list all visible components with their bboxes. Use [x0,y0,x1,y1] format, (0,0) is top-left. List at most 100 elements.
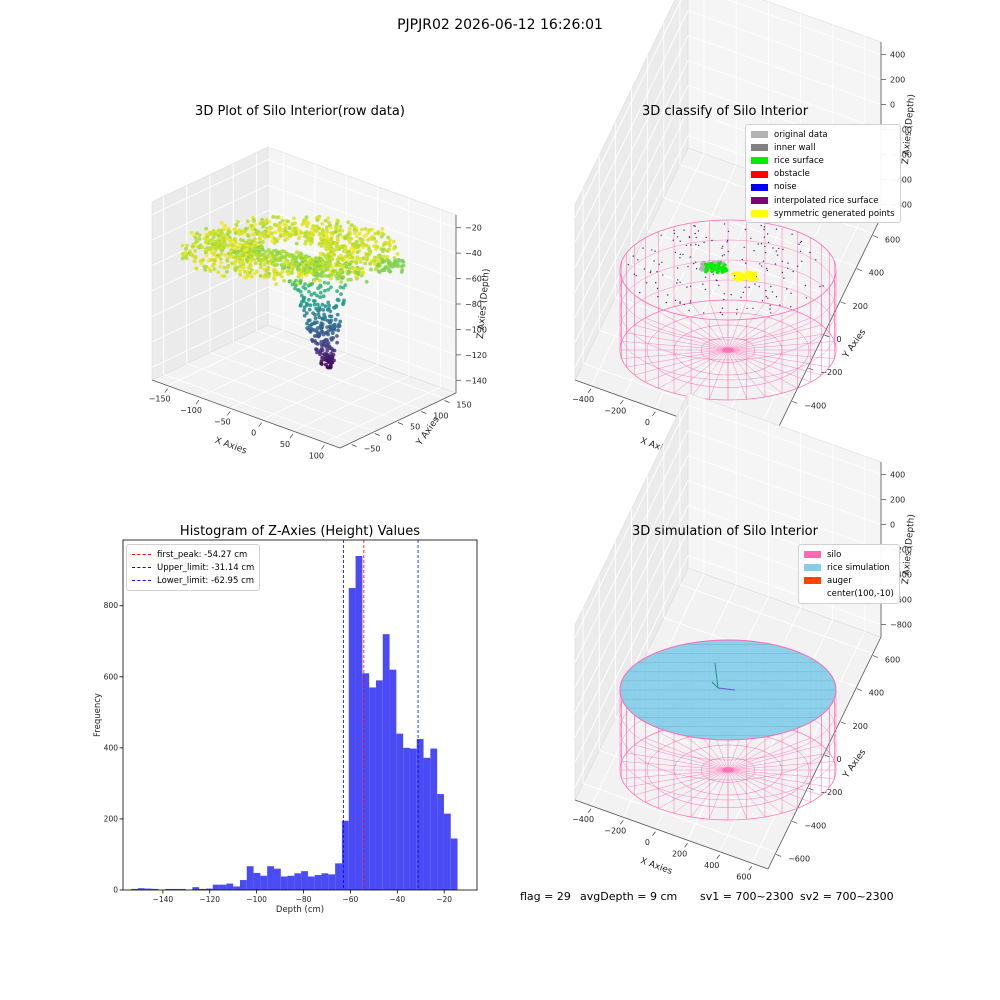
classify-interpolated-point [656,287,659,290]
raw-data-point [304,273,309,278]
raw-data-point [388,269,393,274]
histogram-x-axis-label: Depth (cm) [276,905,324,915]
raw-data-point [336,298,341,303]
classify-interpolated-point [693,262,695,265]
raw-data-point [373,262,377,266]
raw-data-point [385,249,390,253]
raw-data-point [315,229,319,233]
legend-swatch [132,567,151,569]
raw-data-point [275,223,279,228]
raw-data-point [296,275,301,279]
raw-data-point [361,245,365,250]
classify-interpolated-point [792,270,794,273]
sim-silo-floor-spoke [727,769,798,809]
sim-silo-floor-center [722,767,734,773]
histogram-bar [423,757,431,890]
raw-y-tick [374,433,380,436]
classify-grid-z [574,135,689,368]
raw-data-point [220,249,224,253]
classify-interpolated-point [673,229,675,232]
raw-data-point [329,314,334,319]
classify-interpolated-point [804,284,807,287]
classify-interpolated-point [774,263,777,265]
raw-data-point [316,286,321,291]
classify-z-tick-label: 400 [890,51,905,60]
raw-data-point [378,270,382,274]
classify-interpolated-point [686,286,688,288]
sim-silo-floor-spoke [727,769,835,779]
sim-auger-line [714,662,719,689]
sim-y-tick-label: 600 [885,656,900,665]
raw-data-point [381,243,386,248]
raw-data-point [341,285,346,290]
histogram-bar [335,863,342,890]
raw-data-point [246,234,251,239]
classify-interpolated-point [657,295,659,298]
classify-interpolated-point [645,282,648,284]
sim-silo-floor-spoke [626,769,729,788]
classify-interpolated-point [721,247,723,249]
raw-data-point [267,248,271,252]
sim-grid-z [687,480,882,550]
raw-data-point [284,223,288,228]
classify-original-point [701,264,705,268]
classify-y-tick [840,301,846,305]
sim-silo-floor-spoke [727,737,811,771]
raw-data-point [226,265,230,270]
sim-grid-z [687,405,882,475]
classify-interpolated-point [689,256,691,258]
legend-entry: rice simulation [804,561,894,574]
raw-data-point [316,309,321,313]
classify-symmetric-point [740,272,744,276]
raw-data-point [237,232,242,237]
raw-data-point [260,247,265,252]
classify-interpolated-point [712,273,714,275]
classify-silo-floor-spoke [727,306,783,351]
raw-data-point [185,243,190,248]
simulation-plot-title: 3D simulation of Silo Interior [632,524,818,539]
raw-data-point [200,245,205,250]
raw-data-point [279,263,284,267]
classify-silo-floor-spoke [658,349,729,389]
raw-data-point [222,234,227,238]
classify-interpolated-point [683,229,685,231]
classify-symmetric-point [755,277,759,281]
raw-data-point [372,244,376,249]
raw-data-point [250,274,254,279]
classify-silo-floor-spoke [727,324,822,351]
histogram-bar [138,888,145,890]
raw-data-point [336,324,341,329]
raw-data-point [213,239,218,244]
classify-original-point [701,268,705,272]
raw-x-tick-label: 100 [309,451,324,460]
raw-data-point [272,273,277,278]
raw-data-point [290,271,294,275]
classify-symmetric-point [732,277,737,281]
raw-data-point [310,339,315,344]
raw-grid-z [151,184,269,241]
sim-x-tick [587,808,592,813]
classify-y-axis-label: Y Axies [841,327,869,360]
sim-y-tick-label: 400 [869,689,884,698]
raw-data-point [326,281,331,285]
raw-data-point [343,283,348,287]
raw-data-point [323,288,327,293]
classify-x-tick-label: −400 [572,395,594,404]
histogram-bar [253,872,261,890]
classify-silo-floor-spoke [727,349,835,359]
classify-silo-floor-spoke [709,300,729,351]
raw-data-point [259,259,264,263]
sim-z-tick-label: −600 [890,596,912,605]
raw-x-tick [321,445,325,450]
raw-data-point [202,236,207,241]
classify-silo-floor-spoke [634,324,729,351]
raw-data-point [252,257,256,262]
classify-interpolated-point [782,248,784,251]
raw-data-point [253,261,258,265]
raw-data-point [313,316,318,321]
raw-data-point [274,215,279,220]
raw-data-point [290,258,295,263]
raw-data-point [312,279,317,283]
raw-z-tick-label: −20 [465,224,482,233]
raw-data-point [343,236,347,241]
